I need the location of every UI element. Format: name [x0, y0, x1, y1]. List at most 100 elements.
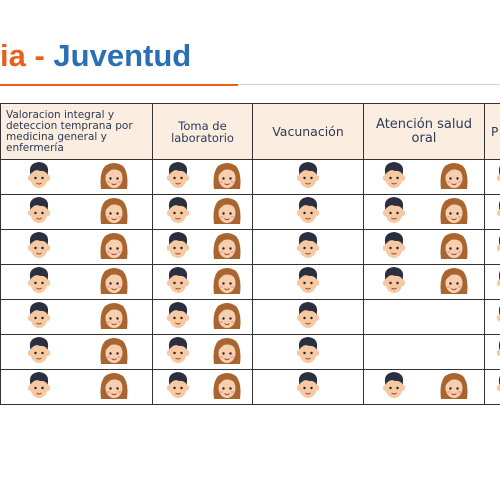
young-woman-face-icon: [213, 232, 242, 260]
young-man-face-icon: [27, 372, 51, 399]
young-man-face-icon: [296, 162, 320, 189]
table-cell: [0, 264, 153, 300]
young-man-face-icon: [296, 197, 320, 224]
young-man-face-icon: [496, 337, 500, 364]
young-man-face-icon: [382, 267, 406, 294]
column-header: Toma de laboratorio: [152, 103, 253, 160]
young-woman-face-icon: [440, 232, 468, 260]
table-cell: [363, 159, 485, 195]
table-cell: [484, 299, 500, 335]
table-cell: [0, 194, 153, 230]
young-man-face-icon: [27, 162, 51, 189]
young-man-face-icon: [27, 302, 51, 329]
young-woman-face-icon: [440, 162, 468, 190]
table-cell: [152, 194, 253, 230]
title-separator: -: [25, 38, 54, 73]
young-man-face-icon: [27, 197, 51, 224]
young-woman-face-icon: [213, 372, 242, 400]
table-body: [0, 159, 500, 405]
table-cell: [152, 264, 253, 300]
young-man-face-icon: [296, 302, 320, 329]
young-man-face-icon: [27, 267, 51, 294]
young-man-face-icon: [166, 302, 190, 329]
young-woman-face-icon: [213, 197, 242, 225]
young-man-face-icon: [496, 197, 500, 224]
table-cell: [484, 369, 500, 405]
table-cell: [252, 264, 364, 300]
table-cell: [484, 194, 500, 230]
title-part2: Juventud: [53, 38, 192, 73]
young-man-face-icon: [382, 197, 406, 224]
young-woman-face-icon: [100, 197, 129, 225]
young-man-face-icon: [496, 302, 500, 329]
table-cell: [152, 159, 253, 195]
table-cell: [252, 159, 364, 195]
table-header-row: Valoracion integral y deteccion temprana…: [0, 103, 500, 160]
young-woman-face-icon: [100, 162, 129, 190]
young-woman-face-icon: [440, 197, 468, 225]
table-cell: [152, 334, 253, 370]
table-cell: [0, 159, 153, 195]
young-woman-face-icon: [100, 302, 129, 330]
column-header: Valoracion integral y deteccion temprana…: [0, 103, 153, 160]
young-man-face-icon: [296, 232, 320, 259]
young-man-face-icon: [166, 267, 190, 294]
services-table: Valoracion integral y deteccion temprana…: [0, 103, 500, 405]
table-cell: [0, 229, 153, 265]
table-cell: [252, 334, 364, 370]
table-row: [0, 369, 500, 405]
young-woman-face-icon: [213, 267, 242, 295]
table-row: [0, 299, 500, 335]
table-cell: [363, 334, 485, 370]
page-title: ia - Juventud: [0, 36, 191, 76]
young-woman-face-icon: [100, 267, 129, 295]
young-man-face-icon: [496, 232, 500, 259]
table-cell: [363, 299, 485, 335]
table-cell: [484, 229, 500, 265]
young-man-face-icon: [166, 232, 190, 259]
table-row: [0, 229, 500, 265]
young-man-face-icon: [496, 267, 500, 294]
column-header: P: [484, 103, 500, 160]
young-man-face-icon: [166, 162, 190, 189]
young-man-face-icon: [166, 197, 190, 224]
table-cell: [0, 334, 153, 370]
table-cell: [252, 194, 364, 230]
young-man-face-icon: [496, 162, 500, 189]
table-cell: [363, 369, 485, 405]
title-part1: ia: [0, 38, 26, 73]
young-man-face-icon: [296, 337, 320, 364]
young-man-face-icon: [382, 372, 406, 399]
young-man-face-icon: [27, 337, 51, 364]
young-man-face-icon: [296, 372, 320, 399]
table-cell: [152, 369, 253, 405]
young-man-face-icon: [166, 372, 190, 399]
table-cell: [152, 229, 253, 265]
young-woman-face-icon: [100, 372, 129, 400]
young-man-face-icon: [296, 267, 320, 294]
young-man-face-icon: [27, 232, 51, 259]
table-cell: [252, 229, 364, 265]
young-woman-face-icon: [440, 372, 468, 400]
young-man-face-icon: [382, 162, 406, 189]
table-cell: [363, 264, 485, 300]
table-row: [0, 334, 500, 370]
table-cell: [252, 369, 364, 405]
young-woman-face-icon: [100, 337, 129, 365]
table-row: [0, 194, 500, 230]
table-cell: [0, 369, 153, 405]
table-cell: [484, 264, 500, 300]
young-woman-face-icon: [213, 337, 242, 365]
young-man-face-icon: [382, 232, 406, 259]
young-man-face-icon: [496, 372, 500, 399]
young-woman-face-icon: [213, 302, 242, 330]
title-underline: [0, 84, 238, 86]
table-row: [0, 264, 500, 300]
young-woman-face-icon: [100, 232, 129, 260]
table-cell: [252, 299, 364, 335]
young-man-face-icon: [166, 337, 190, 364]
table-row: [0, 159, 500, 195]
table-cell: [0, 299, 153, 335]
title-divider: [238, 84, 500, 85]
column-header: Atención salud oral: [363, 103, 485, 160]
